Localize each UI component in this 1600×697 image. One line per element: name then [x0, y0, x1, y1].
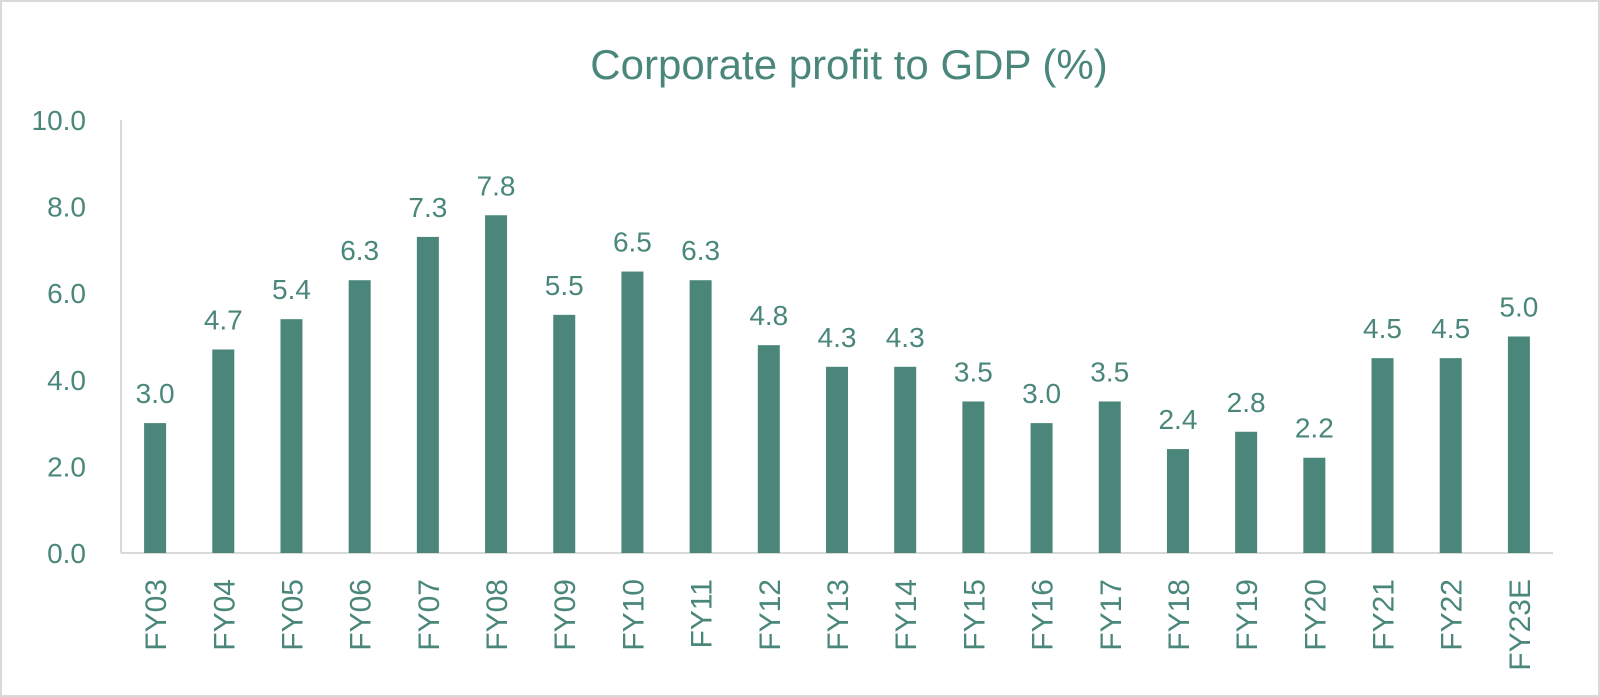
bar-fy04	[212, 349, 235, 553]
y-tick-label: 0.0	[47, 538, 86, 569]
y-tick-label: 4.0	[47, 365, 86, 396]
bar-fy12	[757, 345, 780, 553]
data-label: 4.3	[886, 322, 925, 353]
chart-title: Corporate profit to GDP (%)	[590, 41, 1107, 88]
data-label: 4.5	[1431, 313, 1470, 344]
x-tick-label: FY16	[1027, 579, 1060, 651]
x-tick-label: FY14	[890, 579, 923, 651]
bar-fy10	[621, 271, 644, 553]
y-axis: 0.0 2.0 4.0 6.0 8.0 10.0	[32, 105, 122, 569]
data-label: 4.8	[749, 300, 788, 331]
x-tick-label: FY08	[481, 579, 514, 651]
bar-fy11	[689, 280, 712, 553]
bar-fy22	[1439, 358, 1462, 553]
category-labels: FY03 FY04 FY05 FY06 FY07 FY08 FY09 FY10 FY11 FY12…	[140, 579, 1537, 671]
bar-fy20	[1303, 457, 1326, 553]
bar-fy16	[1030, 423, 1053, 553]
x-tick-label: FY06	[345, 579, 378, 651]
bar-fy15	[962, 401, 985, 553]
data-label: 7.8	[477, 170, 516, 201]
y-tick-label: 2.0	[47, 451, 86, 482]
x-tick-label: FY20	[1299, 579, 1332, 651]
bar-fy21	[1371, 358, 1394, 553]
x-tick-label: FY03	[140, 579, 173, 651]
x-tick-label: FY23E	[1504, 579, 1537, 671]
data-label: 3.0	[136, 378, 175, 409]
data-label: 5.0	[1499, 292, 1538, 323]
data-label: 2.8	[1227, 387, 1266, 418]
data-label: 5.5	[545, 270, 584, 301]
bar-fy14	[894, 366, 917, 553]
bar-fy19	[1235, 431, 1258, 553]
x-tick-label: FY11	[686, 579, 719, 648]
y-tick-label: 8.0	[47, 192, 86, 223]
x-tick-label: FY15	[958, 579, 991, 651]
bar-fy08	[485, 215, 508, 553]
x-tick-label: FY17	[1095, 579, 1128, 651]
data-label: 6.3	[340, 235, 379, 266]
x-tick-label: FY22	[1436, 579, 1469, 651]
data-label: 3.5	[954, 356, 993, 387]
x-tick-label: FY12	[754, 579, 787, 651]
x-tick-label: FY09	[549, 579, 582, 651]
data-label: 3.0	[1022, 378, 1061, 409]
data-label: 7.3	[408, 192, 447, 223]
data-label: 6.3	[681, 235, 720, 266]
data-label: 2.4	[1158, 404, 1197, 435]
bar-fy06	[348, 280, 371, 553]
data-label: 6.5	[613, 227, 652, 258]
y-tick-label: 10.0	[32, 105, 87, 136]
bar-fy18	[1166, 449, 1189, 553]
data-label: 5.4	[272, 274, 311, 305]
bar-fy17	[1098, 401, 1121, 553]
x-tick-label: FY05	[276, 579, 309, 651]
x-tick-label: FY18	[1163, 579, 1196, 651]
data-label: 4.5	[1363, 313, 1402, 344]
x-tick-label: FY19	[1231, 579, 1264, 651]
data-label: 4.7	[204, 304, 243, 335]
bars	[144, 215, 1530, 553]
x-tick-label: FY13	[822, 579, 855, 651]
x-tick-label: FY04	[208, 579, 241, 651]
data-label: 2.2	[1295, 413, 1334, 444]
bar-fy05	[280, 319, 303, 553]
y-tick-label: 6.0	[47, 278, 86, 309]
bar-fy23e	[1507, 336, 1530, 553]
bar-fy13	[826, 366, 848, 553]
x-tick-label: FY21	[1368, 579, 1401, 651]
data-label: 3.5	[1090, 356, 1129, 387]
x-tick-label: FY10	[617, 579, 650, 651]
bar-fy09	[553, 314, 576, 553]
bar-fy03	[144, 423, 167, 553]
data-label: 4.3	[818, 322, 857, 353]
x-tick-label: FY07	[413, 579, 446, 651]
data-labels: 3.0 4.7 5.4 6.3 7.3 7.8 5.5 6.5 6.3 4.8 4.3 4.3 3.5 3…	[136, 170, 1539, 443]
bar-fy07	[416, 236, 439, 553]
